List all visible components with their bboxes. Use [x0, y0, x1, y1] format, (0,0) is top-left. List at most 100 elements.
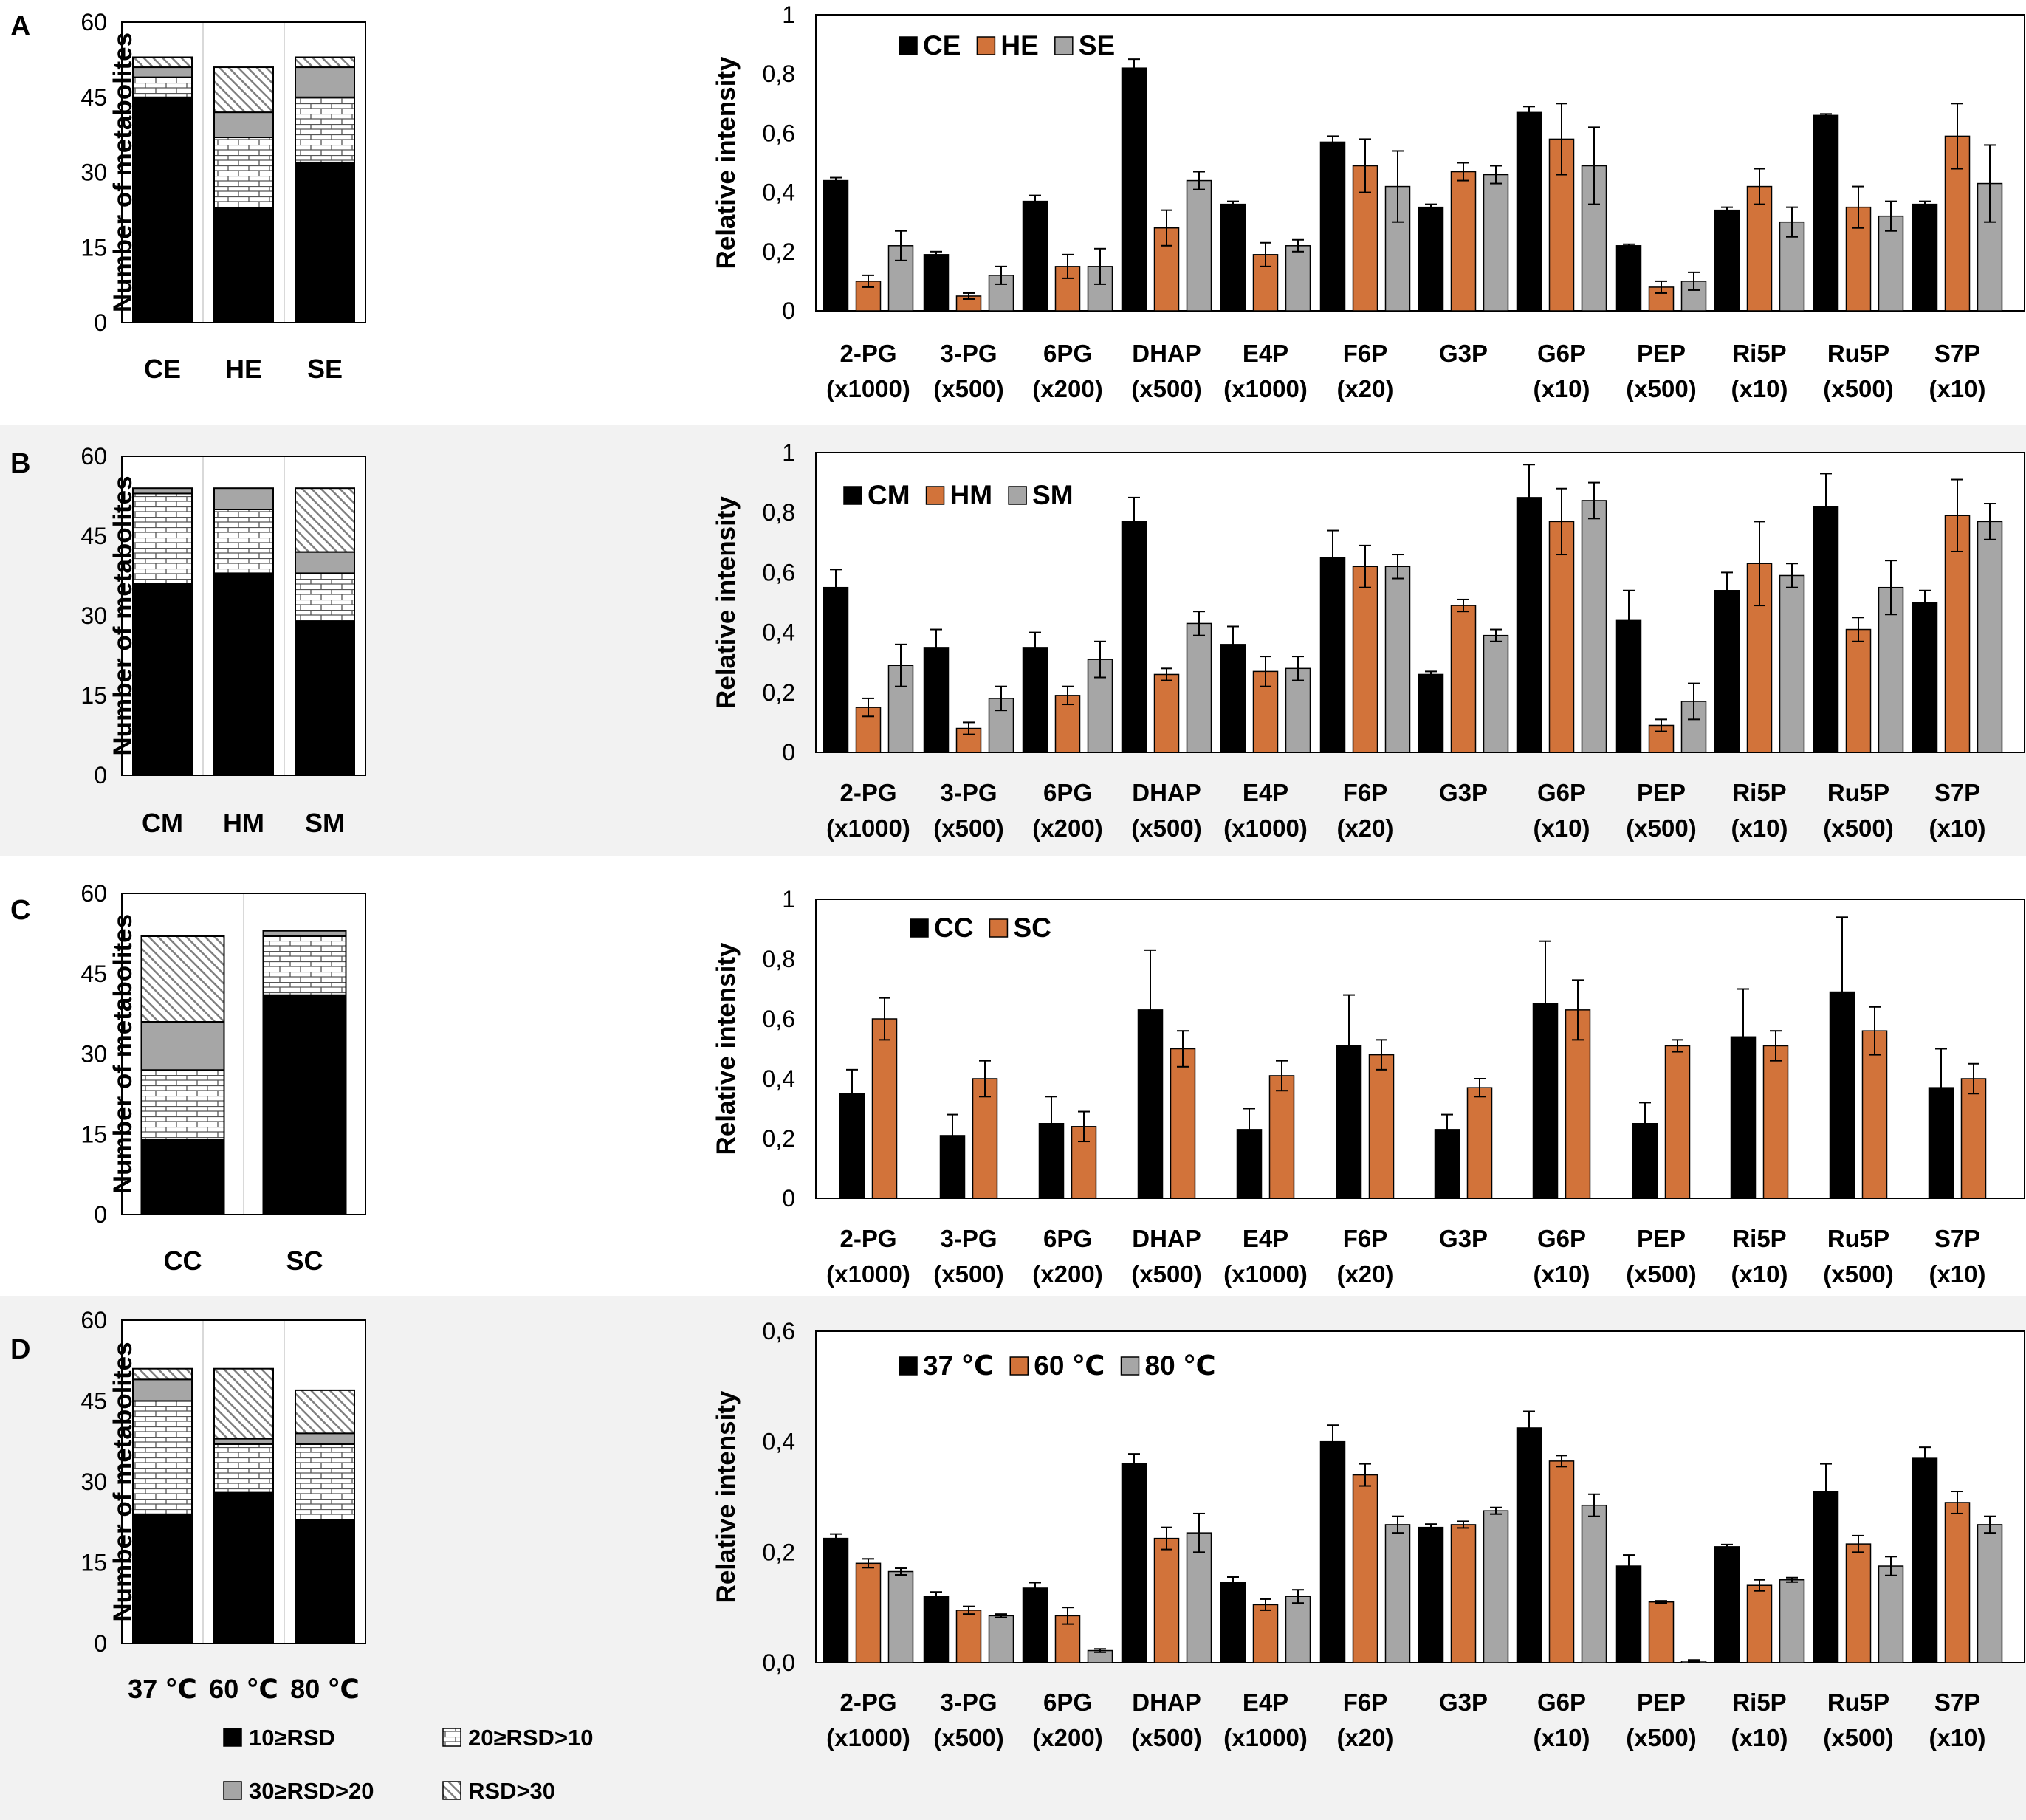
y-tick-label: 30 [80, 1469, 107, 1495]
x-category-scale-label: (x1000) [826, 375, 910, 402]
stacked-bar-segment [132, 1400, 193, 1515]
bar [1516, 111, 1542, 312]
x-category-label: 3-PG [940, 1689, 997, 1716]
y-tick-label: 0,2 [763, 679, 795, 706]
stacked-bar-segment [295, 620, 355, 777]
y-tick-label: 0,4 [763, 1429, 795, 1455]
bar [1581, 1504, 1607, 1663]
stacked-bar-segment [213, 1367, 274, 1440]
stacked-bar-segment [213, 1438, 274, 1445]
stacked-bar-segment [295, 1389, 355, 1435]
bar [972, 1078, 998, 1199]
x-category-scale-label: (x500) [1823, 814, 1893, 842]
panel-label-c: C [10, 895, 30, 926]
bar [1845, 628, 1872, 753]
legend-swatch [1009, 1356, 1029, 1376]
bar [871, 1018, 898, 1199]
y-tick-label: 0 [782, 739, 795, 766]
bar [1762, 1045, 1789, 1199]
bar [1746, 185, 1773, 312]
bar [1516, 1427, 1542, 1663]
x-category-label: 2-PG [839, 340, 896, 367]
x-category-label: G6P [1537, 779, 1586, 806]
x-category-label: 80 ℃ [290, 1674, 360, 1704]
bar [855, 281, 882, 312]
x-category-scale-label: (x20) [1336, 1724, 1393, 1751]
x-category-label: G3P [1439, 1225, 1488, 1252]
bar [923, 254, 950, 312]
bar [1746, 1584, 1773, 1663]
bar [1450, 1524, 1477, 1663]
x-category-label: 37 ℃ [128, 1674, 197, 1704]
x-category-label: SM [305, 808, 345, 838]
x-category-scale-label: (x10) [1731, 1260, 1788, 1288]
bar [1813, 1491, 1839, 1663]
bar [1813, 506, 1839, 753]
bar [1548, 521, 1575, 753]
x-category-label: Ru5P [1827, 779, 1889, 806]
bar [1153, 1537, 1180, 1663]
x-category-scale-label: (x200) [1032, 375, 1102, 402]
x-category-scale-label: (x500) [1626, 375, 1696, 402]
bar [1418, 1526, 1444, 1663]
x-category-scale-label: (x10) [1929, 375, 1985, 402]
stacked-bar-segment [295, 1519, 355, 1645]
x-category-label: 2-PG [839, 779, 896, 806]
stacked-bar-segment [213, 1443, 274, 1494]
y-tick-label: 60 [80, 1307, 107, 1333]
legend-label: 37 ℃ [923, 1350, 994, 1381]
x-category-label: F6P [1343, 779, 1388, 806]
bar [1285, 667, 1311, 753]
x-category-scale-label: (x200) [1032, 1260, 1102, 1288]
y-tick-label: 60 [80, 443, 107, 470]
bar [1022, 1587, 1048, 1663]
bar [1054, 266, 1081, 312]
y-axis-title: Relative intensity [712, 496, 741, 709]
y-tick-label: 45 [80, 84, 107, 111]
x-category-label: S7P [1934, 340, 1980, 367]
y-tick-label: 15 [80, 682, 107, 709]
bar [1845, 1543, 1872, 1663]
x-category-scale-label: (x500) [1626, 814, 1696, 842]
y-tick-label: 0,4 [763, 1065, 795, 1092]
x-category-label: DHAP [1132, 1689, 1201, 1716]
y-tick-label: 30 [80, 159, 107, 186]
y-tick-label: 0 [94, 1201, 107, 1228]
x-category-scale-label: (x500) [1131, 375, 1201, 402]
x-category-scale-label: (x10) [1533, 1724, 1590, 1751]
bar [1615, 245, 1642, 312]
y-tick-label: 0,0 [763, 1649, 795, 1676]
legend-label: HM [950, 480, 993, 510]
x-category-label: E4P [1243, 340, 1288, 367]
stacked-bar-segment [295, 551, 355, 574]
bar [1186, 179, 1212, 312]
x-category-label: Ru5P [1827, 340, 1889, 367]
legend-label: 60 ℃ [1034, 1350, 1105, 1381]
x-category-label: PEP [1637, 779, 1686, 806]
bar [1319, 557, 1346, 753]
bar [1648, 286, 1675, 312]
bar [1186, 622, 1212, 753]
stacked-bar-segment [140, 1021, 225, 1071]
x-category-scale-label: (x500) [1823, 1260, 1893, 1288]
bar [1418, 673, 1444, 753]
x-category-label: Ri5P [1732, 1689, 1786, 1716]
y-tick-label: 0,6 [763, 120, 795, 146]
x-category-label: 6PG [1043, 779, 1092, 806]
x-category-label: SE [307, 354, 343, 384]
x-category-scale-label: (x20) [1336, 1260, 1393, 1288]
stacked-bar-segment [262, 935, 347, 996]
x-category-scale-label: (x500) [1626, 1260, 1696, 1288]
rsd-legend: 10≥RSD 20≥RSD>10 30≥RSD>20 RSD>30 [223, 1725, 594, 1804]
legend-label: SM [1032, 480, 1074, 510]
panel-label-d: D [10, 1334, 30, 1365]
chart-c-relative-intensity: 0 0,2 0,4 0,6 0,8 1 Relative intensity 2-PG (x10… [712, 886, 2025, 1288]
x-category-scale-label: (x10) [1533, 1260, 1590, 1288]
x-category-scale-label: (x10) [1731, 814, 1788, 842]
bar [1121, 1463, 1147, 1663]
x-category-scale-label: (x1000) [826, 1724, 910, 1751]
x-category-label: Ri5P [1732, 779, 1786, 806]
stacked-bar-segment [132, 56, 193, 69]
bar [988, 1615, 1014, 1663]
